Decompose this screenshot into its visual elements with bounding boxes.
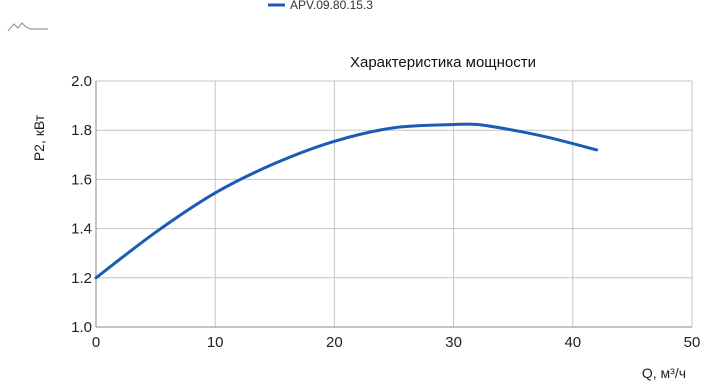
line-chart-icon[interactable]: [7, 22, 48, 32]
y-tick-label: 2.0: [71, 73, 92, 90]
x-tick-label: 20: [326, 334, 343, 351]
y-tick-label: 1.6: [71, 171, 92, 188]
legend-label: APV.09.80.15.3: [290, 0, 373, 12]
x-tick-label: 0: [92, 334, 100, 351]
y-tick-label: 1.4: [71, 221, 92, 238]
tick-labels: 0 10 20 30 40 50 1.0 1.2 1.4 1.6 1.8 2.0: [71, 73, 700, 351]
grid: [96, 80, 693, 327]
legend[interactable]: APV.09.80.15.3: [268, 0, 373, 12]
x-tick-label: 50: [684, 334, 701, 351]
y-tick-label: 1.8: [71, 122, 92, 139]
x-tick-label: 10: [207, 334, 224, 351]
axes: [95, 81, 692, 328]
y-tick-label: 1.2: [71, 270, 92, 287]
chart-title: Характеристика мощности: [350, 54, 536, 71]
x-tick-label: 30: [445, 334, 462, 351]
y-tick-label: 1.0: [71, 319, 92, 336]
x-axis-label: Q, м³/ч: [642, 365, 686, 381]
series-layer: [94, 122, 599, 280]
series-line-0[interactable]: [94, 122, 599, 280]
y-axis-label: P2, кВт: [31, 114, 47, 161]
x-tick-label: 40: [564, 334, 581, 351]
